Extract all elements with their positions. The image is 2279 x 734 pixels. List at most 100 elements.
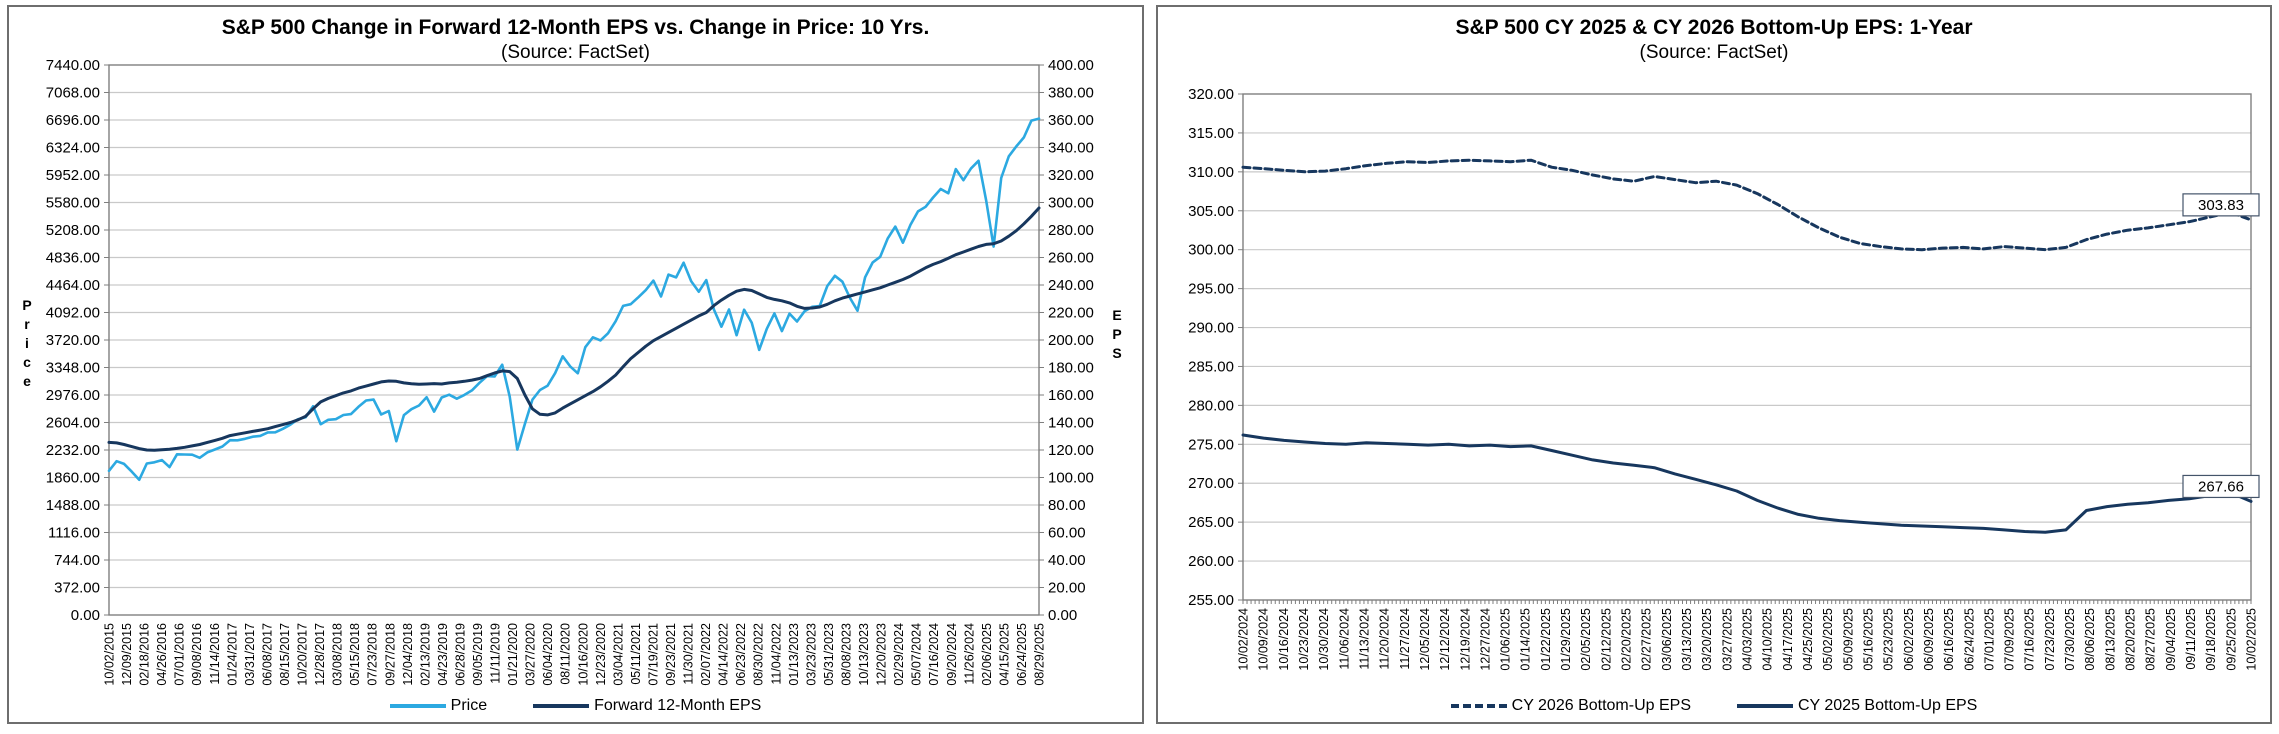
y2-tick-label: 100.00 [1048, 470, 1094, 487]
x-tick-label: 07/23/2025 [2043, 608, 2057, 671]
y-tick-label: 5208.00 [46, 222, 100, 239]
y-tick-label: 5580.00 [46, 195, 100, 212]
x-tick-label: 02/18/2016 [138, 623, 152, 686]
y-tick-label: 1488.00 [46, 497, 100, 514]
x-tick-label: 11/11/2019 [489, 623, 503, 684]
x-tick-label: 07/09/2025 [2003, 608, 2017, 671]
x-tick-label: 06/24/2025 [1962, 608, 1976, 671]
x-tick-label: 02/12/2025 [1599, 608, 1613, 671]
y-tick-label: 372.00 [54, 580, 100, 597]
eps-axis-title: EPS [1109, 307, 1125, 364]
y-tick-label: 3720.00 [46, 332, 100, 349]
y-tick-label: 3348.00 [46, 360, 100, 377]
x-tick-label: 05/15/2018 [348, 623, 362, 686]
x-tick-label: 12/19/2024 [1458, 608, 1472, 671]
x-tick-label: 06/24/2025 [1015, 623, 1029, 686]
y-tick-label: 270.00 [1188, 475, 1234, 492]
y-tick-label: 295.00 [1188, 281, 1234, 298]
y-tick-label: 320.00 [1188, 86, 1234, 103]
svg-text:267.66: 267.66 [2198, 478, 2244, 495]
y2-tick-label: 160.00 [1048, 387, 1094, 404]
y2-tick-label: 220.00 [1048, 305, 1094, 322]
y-tick-label: 1860.00 [46, 470, 100, 487]
x-tick-label: 12/09/2015 [120, 623, 134, 686]
left-chart-subtitle: (Source: FactSet) [501, 42, 650, 63]
x-tick-label: 09/05/2019 [471, 623, 485, 686]
x-tick-label: 10/13/2023 [857, 623, 871, 686]
x-tick-label: 02/07/2022 [699, 623, 713, 686]
price-line-swatch-icon [389, 704, 446, 708]
x-tick-label: 03/13/2025 [1680, 608, 1694, 671]
x-tick-label: 01/06/2025 [1499, 608, 1513, 671]
legend-item-price: Price [389, 697, 487, 715]
x-tick-label: 05/31/2023 [822, 623, 836, 686]
x-tick-label: 10/16/2024 [1277, 608, 1291, 671]
x-tick-label: 02/05/2025 [1579, 608, 1593, 671]
x-tick-label: 02/29/2024 [892, 623, 906, 686]
x-tick-label: 01/13/2023 [787, 623, 801, 686]
x-tick-label: 10/02/2024 [1237, 608, 1251, 671]
x-tick-label: 05/09/2025 [1841, 608, 1855, 671]
y-tick-label: 2976.00 [46, 387, 100, 404]
right-chart-plot: 320.00 315.00 310.00 305.00 300.00 295.00 290.… [1188, 86, 2260, 671]
x-tick-label: 05/16/2025 [1861, 608, 1875, 671]
y-tick-label: 315.00 [1188, 125, 1234, 142]
y-tick-label: 7068.00 [46, 85, 100, 102]
series-line-cy-2025-bottom-up-eps [1241, 433, 2253, 534]
plot-border [1242, 93, 2252, 601]
x-axis: 10/02/2024 10/09/2024 10/16/2024 10/23/2024… [1237, 608, 2259, 671]
y2-tick-label: 260.00 [1048, 250, 1094, 267]
chart-cy-bottom-up-eps: 320.00 315.00 310.00 305.00 300.00 295.00 290.… [1188, 86, 2260, 671]
forward-eps-line-swatch-icon [533, 704, 590, 708]
x-tick-label: 11/13/2024 [1357, 608, 1371, 670]
x-tick-label: 05/07/2024 [910, 623, 924, 686]
y-tick-label: 6324.00 [46, 140, 100, 157]
x-tick-label: 11/26/2024 [962, 623, 976, 685]
x-tick-label: 10/02/2025 [2245, 608, 2259, 671]
y2-tick-label: 380.00 [1048, 85, 1094, 102]
x-tick-label: 06/28/2019 [453, 623, 467, 686]
x-tick-label: 01/21/2020 [506, 623, 520, 686]
y2-tick-label: 400.00 [1048, 57, 1094, 74]
x-tick-label: 12/27/2024 [1478, 608, 1492, 671]
y-tick-label: 275.00 [1188, 436, 1234, 453]
y-axis: 7440.00 400.00 7068.00 380.00 6696.00 360.00 6… [46, 57, 1094, 624]
x-tick-label: 03/06/2025 [1660, 608, 1674, 671]
x-tick-label: 04/10/2025 [1761, 608, 1775, 671]
y-tick-label: 4464.00 [46, 277, 100, 294]
x-tick-label: 08/20/2025 [2124, 608, 2138, 671]
x-tick-label: 02/06/2025 [980, 623, 994, 686]
y-tick-label: 285.00 [1188, 358, 1234, 375]
x-tick-label: 07/19/2021 [646, 623, 660, 686]
legend-label-cy2026: CY 2026 Bottom-Up EPS [1511, 697, 1691, 714]
y-tick-label: 265.00 [1188, 514, 1234, 531]
x-tick-label: 03/31/2017 [243, 623, 257, 686]
x-tick-label: 07/23/2018 [366, 623, 380, 686]
y2-tick-label: 120.00 [1048, 442, 1094, 459]
x-tick-label: 10/02/2015 [103, 623, 117, 686]
chart-price-vs-eps: 7440.00 400.00 7068.00 380.00 6696.00 360.00 6… [46, 57, 1094, 686]
x-tick-label: 07/01/2016 [173, 623, 187, 686]
x-tick-label: 09/04/2025 [2164, 608, 2178, 671]
right-chart-subtitle: (Source: FactSet) [1639, 42, 1789, 63]
legend-label-cy2025: CY 2025 Bottom-Up EPS [1798, 697, 1978, 714]
y2-tick-label: 200.00 [1048, 332, 1094, 349]
y2-tick-label: 280.00 [1048, 222, 1094, 239]
x-tick-label: 09/25/2025 [2224, 608, 2238, 671]
x-tick-label: 08/06/2025 [2083, 608, 2097, 671]
x-tick-label: 08/30/2022 [752, 623, 766, 686]
x-tick-label: 06/08/2017 [260, 623, 274, 686]
y-tick-label: 2232.00 [46, 442, 100, 459]
legend-item-forward-eps: Forward 12-Month EPS [533, 697, 761, 715]
x-tick-label: 10/09/2024 [1257, 608, 1271, 671]
y2-tick-label: 60.00 [1048, 525, 1086, 542]
y-tick-label: 1116.00 [48, 525, 100, 542]
y-tick-label: 4092.00 [46, 305, 100, 322]
y-tick-label: 310.00 [1188, 164, 1234, 181]
x-tick-label: 09/18/2025 [2204, 608, 2218, 671]
x-tick-label: 06/02/2025 [1902, 608, 1916, 671]
y-axis: 320.00 315.00 310.00 305.00 300.00 295.00 290.… [1188, 86, 2251, 609]
x-tick-label: 04/03/2025 [1741, 608, 1755, 671]
y-tick-label: 7440.00 [46, 57, 100, 74]
x-tick-label: 12/23/2020 [594, 623, 608, 686]
